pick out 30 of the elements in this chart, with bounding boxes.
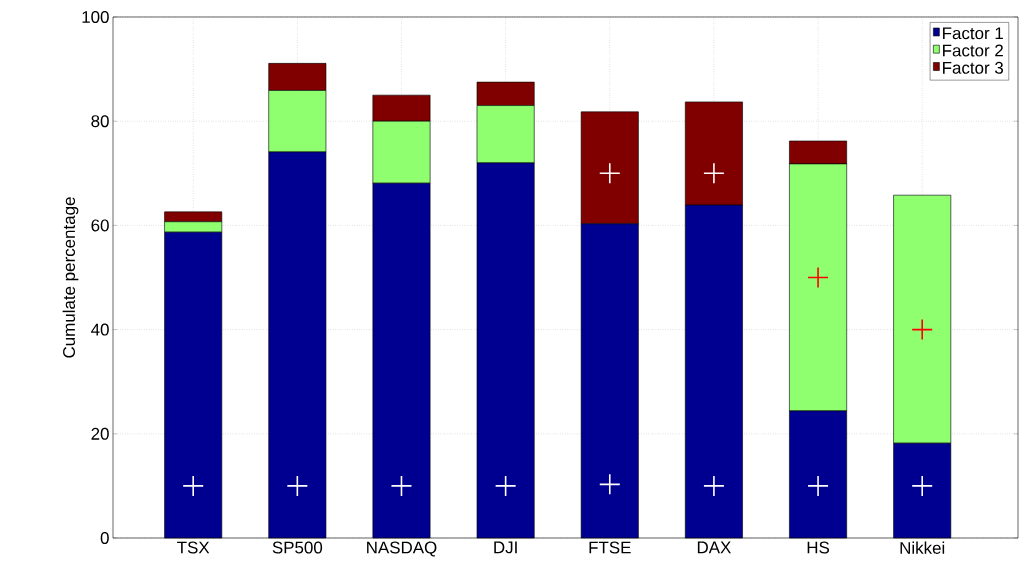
legend-label: Factor 1 [943, 27, 1003, 40]
point [807, 475, 829, 497]
point [703, 162, 725, 185]
x-tick-label: DAX [697, 541, 731, 554]
y-tick-label: 100 [82, 11, 109, 23]
point [598, 473, 621, 496]
x-tick-label: TSX [177, 541, 210, 554]
point [807, 266, 829, 289]
point [703, 475, 725, 497]
y-tick-label: 20 [91, 427, 109, 440]
y-tick-label: 0 [100, 532, 109, 544]
point [182, 475, 204, 497]
point [286, 475, 309, 497]
x-tick-label: HS [807, 541, 830, 554]
point [390, 475, 413, 497]
point [494, 475, 517, 497]
x-tick-label: NASDAQ [367, 541, 437, 557]
y-tick-label: 60 [91, 219, 109, 232]
legend-label: Factor 2 [943, 44, 1003, 57]
point [911, 475, 933, 497]
y-tick-label: 80 [91, 115, 109, 128]
x-tick-label: FTSE [589, 541, 631, 554]
legend-label: Factor 3 [943, 61, 1004, 74]
x-tick-label: DJI [494, 541, 517, 554]
point [598, 162, 621, 185]
y-axis-title: Cumulate percentage [62, 197, 79, 358]
x-tick-label: Nikkei [900, 541, 945, 554]
point [911, 318, 933, 341]
y-tick-label: 40 [91, 323, 109, 336]
x-tick-label: SP500 [272, 541, 323, 554]
